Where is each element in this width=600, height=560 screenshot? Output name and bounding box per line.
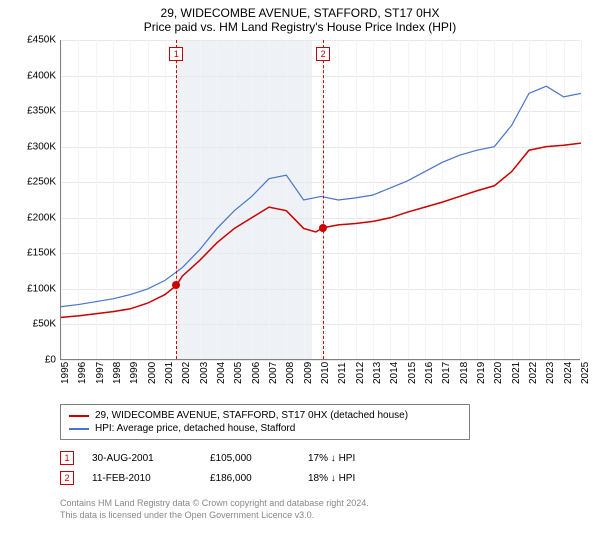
events-table: 1 30-AUG-2001 £105,000 17% ↓ HPI 2 11-FE… — [60, 448, 588, 488]
ytick: £400K — [12, 70, 56, 81]
legend-swatch-price — [69, 415, 89, 417]
event-price-2: £186,000 — [210, 473, 290, 484]
line-svg — [61, 40, 581, 360]
legend-item-price: 29, WIDECOMBE AVENUE, STAFFORD, ST17 0HX… — [69, 409, 461, 422]
footer-line-2: This data is licensed under the Open Gov… — [60, 510, 588, 522]
event-delta-2: 18% ↓ HPI — [308, 473, 355, 484]
event-date-1: 30-AUG-2001 — [92, 453, 192, 464]
event-number-2: 2 — [60, 471, 74, 485]
xtick: 2025 — [580, 362, 600, 384]
chart-subtitle: Price paid vs. HM Land Registry's House … — [12, 20, 588, 34]
ytick: £100K — [12, 283, 56, 294]
ytick: £0 — [12, 355, 56, 366]
event-number-1: 1 — [60, 451, 74, 465]
legend-label-price: 29, WIDECOMBE AVENUE, STAFFORD, ST17 0HX… — [95, 410, 408, 421]
data-point-marker — [319, 224, 327, 232]
event-row-1: 1 30-AUG-2001 £105,000 17% ↓ HPI — [60, 448, 588, 468]
legend-item-hpi: HPI: Average price, detached house, Staf… — [69, 422, 461, 435]
footer: Contains HM Land Registry data © Crown c… — [60, 498, 588, 521]
data-point-marker — [172, 281, 180, 289]
ytick: £50K — [12, 319, 56, 330]
ytick: £350K — [12, 106, 56, 117]
callout-1: 1 — [169, 47, 183, 61]
ytick: £250K — [12, 177, 56, 188]
chart-title: 29, WIDECOMBE AVENUE, STAFFORD, ST17 0HX — [12, 6, 588, 20]
chart-area: £0 £50K £100K £150K £200K £250K £300K £350K £400… — [12, 40, 588, 400]
legend-swatch-hpi — [69, 428, 89, 430]
ytick: £150K — [12, 248, 56, 259]
legend-label-hpi: HPI: Average price, detached house, Staf… — [95, 423, 295, 434]
ytick: £200K — [12, 212, 56, 223]
footer-line-1: Contains HM Land Registry data © Crown c… — [60, 498, 588, 510]
chart-container: 29, WIDECOMBE AVENUE, STAFFORD, ST17 0HX… — [0, 0, 600, 560]
event-price-1: £105,000 — [210, 453, 290, 464]
callout-2: 2 — [316, 47, 330, 61]
plot-region: 12 — [60, 40, 580, 360]
ytick: £300K — [12, 141, 56, 152]
event-row-2: 2 11-FEB-2010 £186,000 18% ↓ HPI — [60, 468, 588, 488]
event-delta-1: 17% ↓ HPI — [308, 453, 355, 464]
ytick: £450K — [12, 35, 56, 46]
legend: 29, WIDECOMBE AVENUE, STAFFORD, ST17 0HX… — [60, 404, 470, 440]
event-date-2: 11-FEB-2010 — [92, 473, 192, 484]
